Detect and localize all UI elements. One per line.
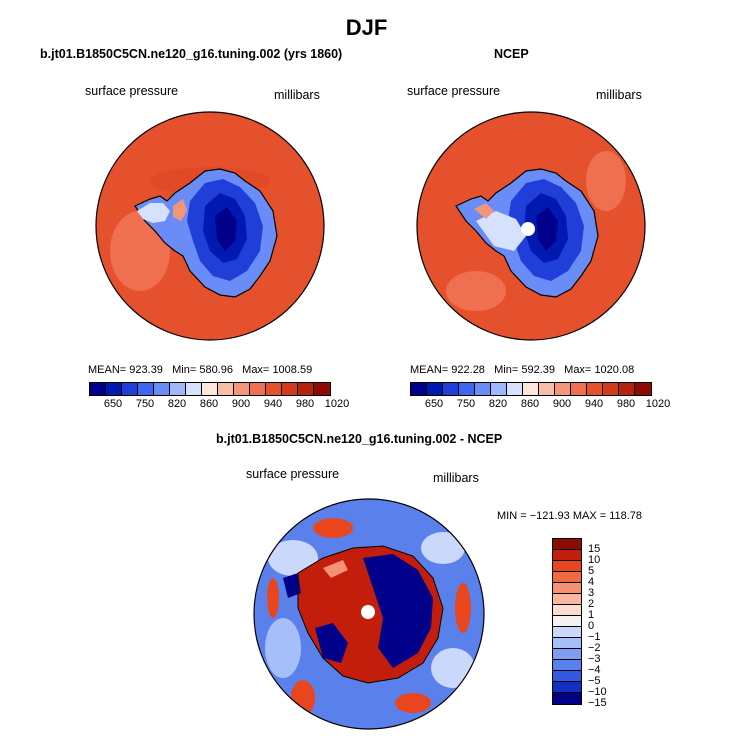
colorbar-tick-label: 750	[135, 398, 155, 410]
colorbar-tick-label: 10	[588, 554, 601, 566]
colorbar-tick-label: 900	[231, 398, 251, 410]
colorbar-tick-label: 0	[588, 620, 595, 632]
panel-ncep-variable: surface pressure	[407, 84, 501, 98]
panel-ncep-map	[416, 111, 646, 341]
panel-ncep-stats: MEAN= 922.28 Min= 592.39 Max= 1020.08	[410, 364, 635, 376]
colorbar-swatch	[475, 383, 491, 395]
panel-diff-map	[253, 498, 485, 730]
colorbar-swatch	[443, 383, 459, 395]
colorbar-tick-label: −5	[588, 675, 601, 687]
colorbar-swatch	[553, 660, 581, 671]
colorbar-tick-label: 3	[588, 587, 595, 599]
panel-diff-variable: surface pressure	[246, 467, 340, 481]
colorbar-tick-label: 1020	[324, 398, 350, 410]
colorbar-swatch	[170, 383, 186, 395]
colorbar-swatch	[282, 383, 298, 395]
colorbar-swatch	[106, 383, 122, 395]
colorbar-tick-label: −4	[588, 664, 601, 676]
colorbar-tick-label: 650	[103, 398, 123, 410]
colorbar-swatch	[202, 383, 218, 395]
panel-ncep-units: millibars	[596, 88, 642, 102]
colorbar-swatch	[90, 383, 106, 395]
colorbar-swatch	[553, 616, 581, 627]
colorbar-swatch	[266, 383, 282, 395]
colorbar-swatch	[553, 682, 581, 693]
panel-ncep-title: NCEP	[494, 47, 529, 61]
colorbar-tick-label: 15	[588, 543, 601, 555]
colorbar-swatch	[234, 383, 250, 395]
colorbar-tick-label: −3	[588, 653, 601, 665]
colorbar-tick-label: −10	[588, 686, 607, 698]
colorbar-swatch	[553, 561, 581, 572]
colorbar-swatch	[314, 383, 330, 395]
colorbar-swatch	[553, 594, 581, 605]
colorbar-tick-label: 650	[424, 398, 444, 410]
colorbar-tick-label: 1	[588, 609, 595, 621]
colorbar-tick-label: 820	[167, 398, 187, 410]
colorbar-swatch	[553, 671, 581, 682]
colorbar-swatch	[523, 383, 539, 395]
colorbar-swatch	[411, 383, 427, 395]
colorbar-swatch	[427, 383, 443, 395]
figure-title: DJF	[345, 15, 388, 40]
colorbar-swatch	[553, 539, 581, 550]
colorbar-swatch	[507, 383, 523, 395]
colorbar-tick-label: 820	[488, 398, 508, 410]
colorbar-tick-label: 900	[552, 398, 572, 410]
colorbar-swatch	[459, 383, 475, 395]
colorbar-swatch	[571, 383, 587, 395]
colorbar-tick-label: 860	[199, 398, 219, 410]
colorbar-swatch	[491, 383, 507, 395]
colorbar-swatch	[553, 550, 581, 561]
colorbar-tick-label: 4	[588, 576, 595, 588]
colorbar-swatch	[603, 383, 619, 395]
colorbar-swatch	[122, 383, 138, 395]
colorbar-swatch	[553, 572, 581, 583]
colorbar-tick-label: 980	[616, 398, 636, 410]
panel-model-stats: MEAN= 923.39 Min= 580.96 Max= 1008.59	[88, 364, 313, 376]
colorbar-swatch	[298, 383, 314, 395]
colorbar-swatch	[553, 605, 581, 616]
panel-model-title: b.jt01.B1850C5CN.ne120_g16.tuning.002 (y…	[40, 47, 343, 61]
colorbar-tick-label: 1020	[645, 398, 671, 410]
colorbar-tick-label: 750	[456, 398, 476, 410]
panel-model-variable: surface pressure	[85, 84, 179, 98]
panel-diff-stats: MIN = −121.93 MAX = 118.78	[497, 510, 643, 522]
panel-diff-title: b.jt01.B1850C5CN.ne120_g16.tuning.002 - …	[216, 432, 503, 446]
colorbar-tick-label: −2	[588, 642, 601, 654]
panel-model-units: millibars	[274, 88, 320, 102]
colorbar-tick-label: −15	[588, 697, 607, 709]
panel-diff-units: millibars	[433, 471, 479, 485]
colorbar-tick-label: 860	[520, 398, 540, 410]
colorbar-swatch	[619, 383, 635, 395]
colorbar-tick-label: −1	[588, 631, 601, 643]
panel-diff-colorbar	[552, 538, 582, 705]
colorbar-tick-label: 940	[263, 398, 283, 410]
colorbar-tick-label: 940	[584, 398, 604, 410]
colorbar-swatch	[186, 383, 202, 395]
colorbar-swatch	[138, 383, 154, 395]
colorbar-swatch	[218, 383, 234, 395]
colorbar-swatch	[553, 583, 581, 594]
colorbar-swatch	[539, 383, 555, 395]
colorbar-swatch	[553, 649, 581, 660]
colorbar-tick-label: 5	[588, 565, 595, 577]
panel-ncep-colorbar	[410, 382, 652, 396]
colorbar-swatch	[553, 693, 581, 704]
colorbar-tick-label: 2	[588, 598, 595, 610]
colorbar-swatch	[250, 383, 266, 395]
colorbar-swatch	[587, 383, 603, 395]
colorbar-swatch	[635, 383, 651, 395]
colorbar-swatch	[553, 638, 581, 649]
panel-model-colorbar	[89, 382, 331, 396]
panel-model-map	[95, 111, 325, 341]
colorbar-swatch	[555, 383, 571, 395]
colorbar-swatch	[553, 627, 581, 638]
colorbar-tick-label: 980	[295, 398, 315, 410]
panel-diff-colorbar-ticks: 15 10 5 4 3 2 1 0 −1 −2 −3 −4 −5 −10 −15	[588, 538, 618, 718]
colorbar-swatch	[154, 383, 170, 395]
